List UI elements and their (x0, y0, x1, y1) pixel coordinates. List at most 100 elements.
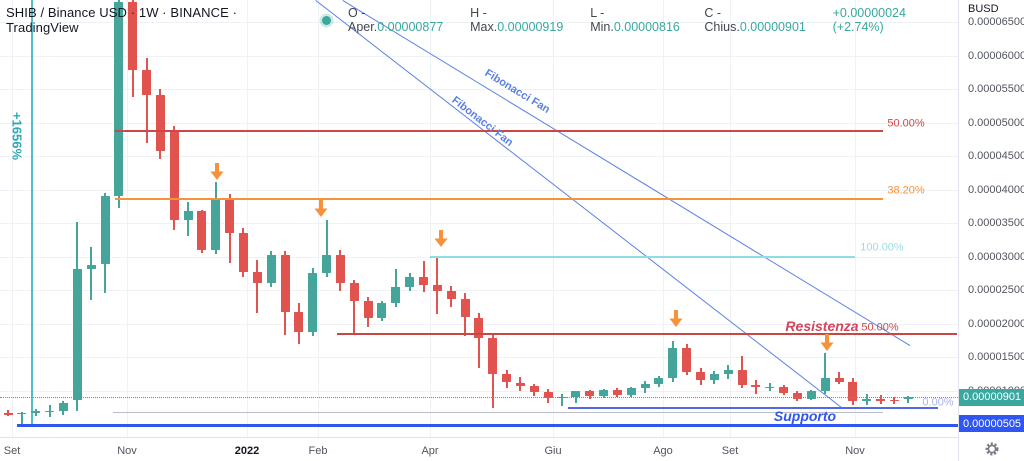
candle[interactable] (737, 370, 747, 386)
candle[interactable] (488, 338, 498, 375)
down-arrow-marker[interactable] (433, 230, 449, 248)
candle[interactable] (543, 392, 553, 398)
candle[interactable] (751, 385, 761, 388)
candle[interactable] (571, 391, 581, 397)
candle[interactable] (377, 302, 387, 319)
candle[interactable] (128, 1, 138, 71)
candle[interactable] (266, 255, 276, 284)
symbol-title[interactable]: SHIB / Binance USD · 1W · BINANCE · Trad… (6, 5, 238, 35)
candle[interactable] (211, 198, 221, 251)
candle[interactable] (225, 198, 235, 233)
down-arrow-marker[interactable] (209, 163, 225, 181)
candle[interactable] (17, 412, 27, 415)
fib-level-50-line[interactable] (115, 130, 883, 132)
candle[interactable] (792, 393, 802, 399)
candle-wick[interactable] (477, 312, 480, 369)
candle[interactable] (474, 317, 484, 339)
down-arrow-marker[interactable] (819, 334, 835, 352)
fib-level-0-line[interactable] (568, 407, 938, 409)
chart-legend[interactable]: SHIB / Binance USD · 1W · BINANCE · Trad… (6, 5, 958, 35)
price-axis[interactable]: BUSD 0.00006500 0.00006000 0.00005500 0.000… (958, 0, 1024, 461)
gain-measure-vline[interactable] (31, 0, 33, 426)
candle[interactable] (100, 196, 110, 265)
candle[interactable] (612, 389, 622, 396)
resistenza-line[interactable] (337, 333, 957, 335)
candle[interactable] (419, 277, 428, 286)
chart-canvas[interactable]: SHIB / Binance USD · 1W · BINANCE · Trad… (0, 0, 958, 437)
candle[interactable] (640, 383, 650, 388)
candle[interactable] (889, 399, 899, 402)
candle-wick[interactable] (436, 256, 439, 314)
candle[interactable] (72, 269, 82, 401)
candle[interactable] (599, 389, 608, 396)
candle[interactable] (806, 391, 816, 399)
candle-wick[interactable] (90, 246, 93, 301)
candle[interactable] (460, 298, 470, 318)
candle[interactable] (280, 255, 290, 313)
candle[interactable] (238, 233, 248, 272)
candle[interactable] (502, 374, 512, 383)
candle[interactable] (58, 402, 68, 411)
candle-wick[interactable] (561, 393, 563, 406)
axis-settings-gear-icon[interactable] (984, 441, 1000, 457)
candle[interactable] (862, 399, 872, 402)
candle[interactable] (169, 130, 179, 221)
candle[interactable] (197, 210, 207, 251)
candle[interactable] (45, 410, 54, 413)
fibonacci-fan-line-1[interactable] (342, 0, 910, 346)
candle[interactable] (654, 378, 664, 384)
candle[interactable] (848, 381, 858, 402)
candle[interactable] (529, 385, 539, 393)
candle[interactable] (446, 291, 456, 299)
candle[interactable] (585, 391, 595, 396)
fib-level-100-line[interactable] (430, 255, 855, 258)
down-arrow-marker[interactable] (313, 200, 329, 218)
fibonacci-fan-line-2[interactable] (315, 0, 843, 409)
candle[interactable] (405, 277, 415, 288)
candle[interactable] (183, 210, 193, 221)
candle[interactable] (682, 347, 692, 372)
candle-wick[interactable] (824, 353, 827, 394)
time-axis[interactable]: Set Nov 2022 Feb Apr Giu Ago Set Nov (0, 437, 958, 461)
candle[interactable] (349, 283, 359, 301)
candle[interactable] (515, 382, 525, 386)
candle[interactable] (308, 272, 318, 333)
candle[interactable] (114, 1, 124, 197)
candle[interactable] (626, 387, 636, 396)
candle[interactable] (31, 411, 41, 413)
candle[interactable] (363, 300, 373, 319)
fib-level-382-line[interactable] (115, 197, 883, 200)
candle[interactable] (709, 373, 719, 381)
candle-wick[interactable] (353, 279, 356, 334)
candle[interactable] (765, 386, 775, 388)
candle[interactable] (3, 413, 13, 415)
candle[interactable] (668, 347, 678, 379)
candle[interactable] (155, 95, 165, 152)
candle-wick[interactable] (907, 395, 910, 403)
candle[interactable] (723, 370, 733, 374)
supporto-line[interactable] (17, 424, 958, 427)
candle[interactable] (779, 386, 789, 394)
candle[interactable] (86, 264, 96, 270)
down-arrow-marker[interactable] (668, 310, 684, 328)
candle[interactable] (322, 255, 332, 273)
supporto-label[interactable]: Supporto (773, 408, 837, 424)
candle-wick[interactable] (325, 220, 328, 277)
candle[interactable] (432, 285, 442, 292)
candle-wick[interactable] (20, 411, 23, 427)
candle[interactable] (252, 271, 262, 284)
candle-wick[interactable] (422, 261, 425, 292)
candle-wick[interactable] (256, 259, 259, 314)
candle[interactable] (834, 377, 844, 382)
candle[interactable] (391, 287, 401, 303)
measure-baseline[interactable] (113, 412, 883, 413)
candle[interactable] (142, 70, 151, 95)
candle[interactable] (876, 399, 885, 401)
resistenza-pct-label[interactable]: 50.00% (861, 321, 899, 334)
candle[interactable] (696, 371, 705, 381)
candle[interactable] (820, 377, 830, 392)
candle-wick[interactable] (145, 57, 148, 144)
candle[interactable] (294, 312, 304, 333)
candle[interactable] (335, 255, 345, 284)
resistenza-label[interactable]: Resistenza (785, 318, 859, 334)
